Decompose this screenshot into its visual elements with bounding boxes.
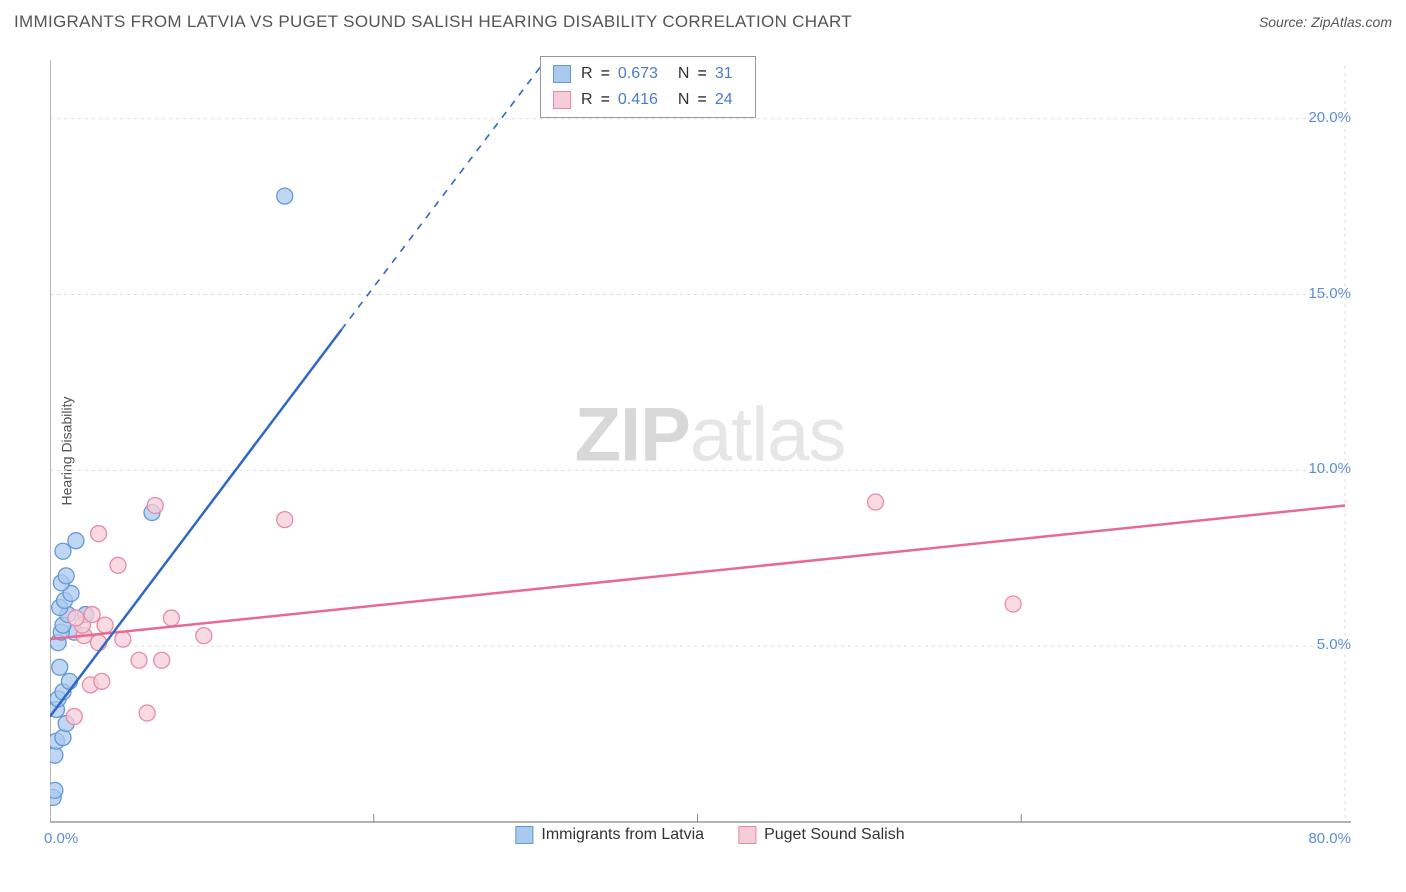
source-label: Source: ZipAtlas.com: [1259, 14, 1392, 30]
trend-line-extension: [341, 62, 543, 329]
y-tick-label: 10.0%: [1308, 460, 1351, 477]
data-point: [68, 533, 84, 549]
legend-swatch: [553, 65, 571, 83]
y-tick-label: 15.0%: [1308, 285, 1351, 302]
data-point: [84, 607, 100, 623]
data-point: [94, 673, 110, 689]
data-point: [154, 652, 170, 668]
data-point: [1005, 596, 1021, 612]
trend-line: [50, 330, 341, 717]
series-legend: Immigrants from Latvia Puget Sound Salish: [515, 826, 904, 844]
trend-line: [50, 506, 1345, 640]
series-legend-item: Puget Sound Salish: [738, 826, 905, 844]
data-point: [91, 526, 107, 542]
stats-legend-row: R=0.416N=24: [553, 87, 743, 113]
data-point: [55, 730, 71, 746]
legend-swatch: [515, 826, 533, 844]
r-label: R: [581, 87, 593, 113]
data-point: [68, 610, 84, 626]
data-point: [58, 568, 74, 584]
data-point: [110, 557, 126, 573]
data-point: [97, 617, 113, 633]
legend-swatch: [738, 826, 756, 844]
n-value: 24: [715, 87, 743, 113]
data-point: [277, 188, 293, 204]
data-point: [55, 543, 71, 559]
legend-swatch: [553, 91, 571, 109]
data-point: [66, 709, 82, 725]
r-label: R: [581, 61, 593, 87]
data-point: [868, 494, 884, 510]
r-value: 0.673: [618, 61, 668, 87]
stats-legend: R=0.673N=31R=0.416N=24: [540, 56, 756, 118]
chart-title: IMMIGRANTS FROM LATVIA VS PUGET SOUND SA…: [14, 12, 852, 32]
scatter-plot: [50, 56, 1370, 846]
n-label: N: [678, 61, 690, 87]
x-tick-label: 0.0%: [44, 830, 78, 847]
series-legend-label: Immigrants from Latvia: [541, 826, 704, 844]
data-point: [115, 631, 131, 647]
y-tick-label: 20.0%: [1308, 109, 1351, 126]
r-value: 0.416: [618, 87, 668, 113]
stats-legend-row: R=0.673N=31: [553, 61, 743, 87]
data-point: [131, 652, 147, 668]
data-point: [277, 512, 293, 528]
series-legend-label: Puget Sound Salish: [764, 826, 905, 844]
data-point: [139, 705, 155, 721]
y-tick-label: 5.0%: [1317, 636, 1351, 653]
series-legend-item: Immigrants from Latvia: [515, 826, 704, 844]
n-label: N: [678, 87, 690, 113]
data-point: [147, 498, 163, 514]
data-point: [50, 782, 63, 798]
data-point: [163, 610, 179, 626]
data-point: [196, 628, 212, 644]
n-value: 31: [715, 61, 743, 87]
data-point: [52, 659, 68, 675]
chart-area: ZIPatlas Hearing Disability R=0.673N=31R…: [50, 56, 1370, 846]
x-tick-label: 80.0%: [1308, 830, 1351, 847]
